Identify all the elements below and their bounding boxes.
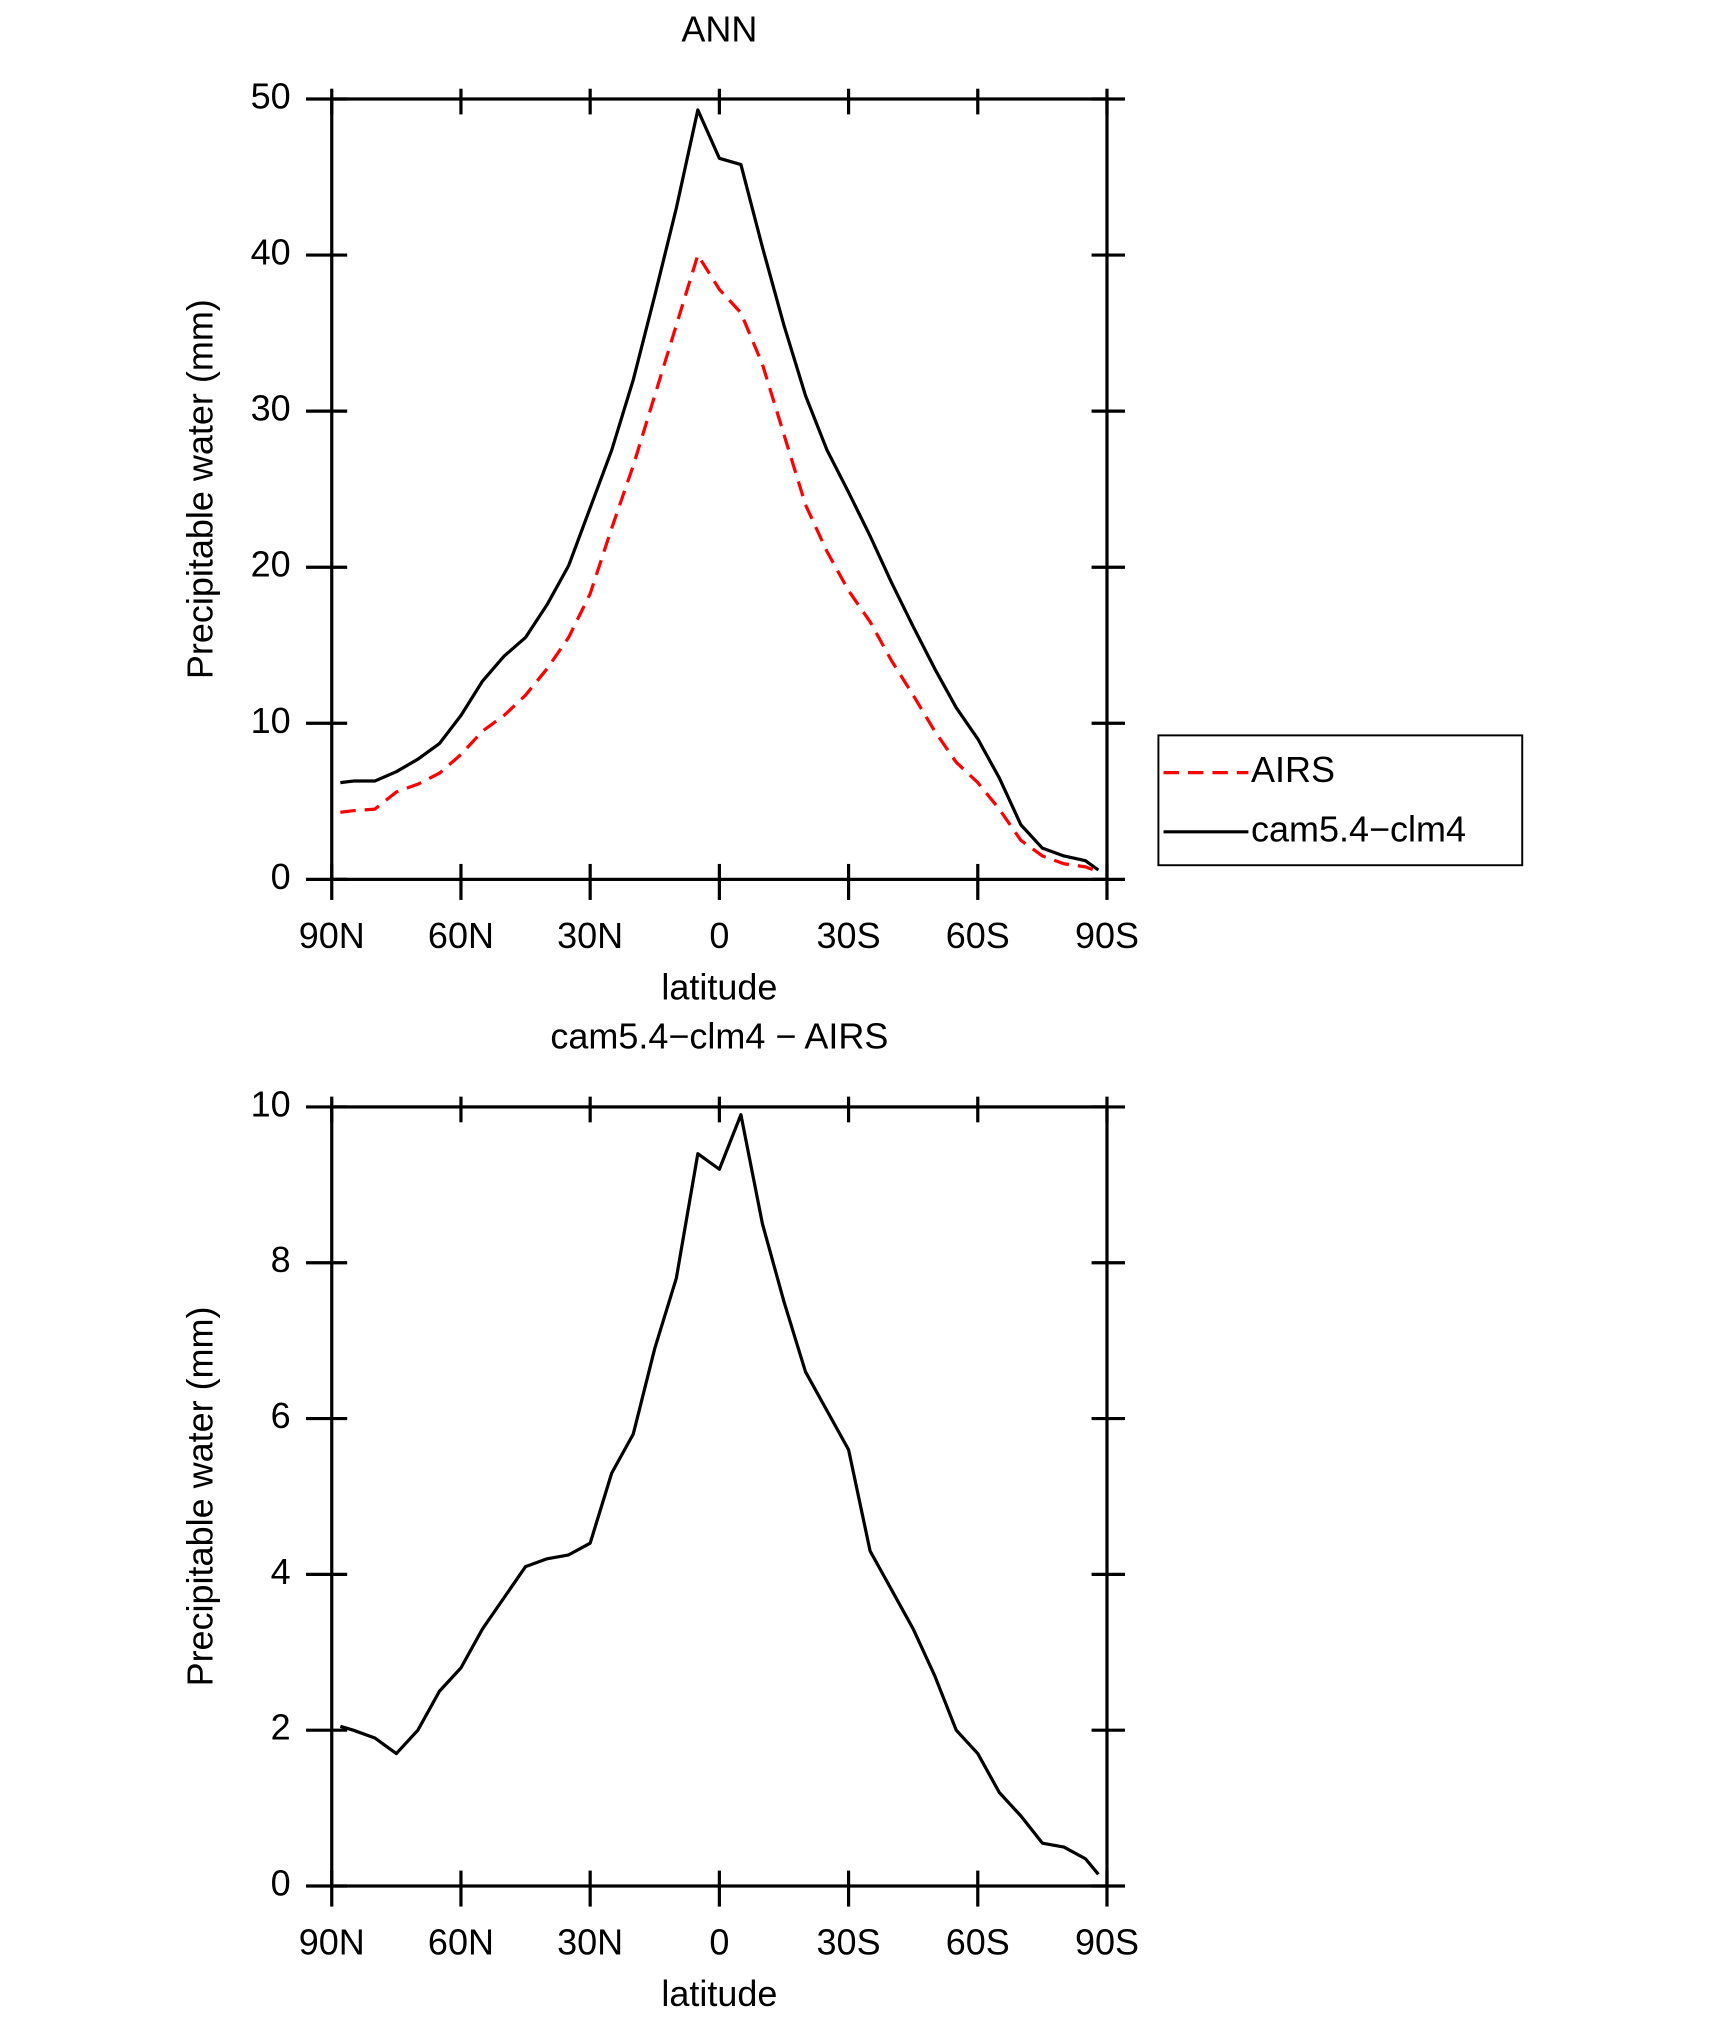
- x-tick-label: 0: [709, 1922, 729, 1963]
- y-tick-label: 0: [271, 856, 291, 897]
- chart-title: ANN: [681, 9, 757, 50]
- y-axis-label: Precipitable water (mm): [180, 299, 221, 679]
- x-tick-label: 30S: [817, 915, 881, 956]
- data-line: [340, 108, 1100, 872]
- y-tick-label: 0: [271, 1863, 291, 1904]
- x-tick-label: 30S: [817, 1922, 881, 1963]
- chart-title: cam5.4−clm4 − AIRS: [550, 1015, 888, 1056]
- x-tick-label: 60N: [428, 915, 494, 956]
- y-tick-label: 10: [251, 700, 291, 741]
- y-tick-label: 10: [251, 1083, 291, 1124]
- y-axis-label: Precipitable water (mm): [180, 1306, 221, 1686]
- x-tick-label: 90N: [299, 1922, 365, 1963]
- x-tick-label: 90N: [299, 915, 365, 956]
- x-tick-label: 90S: [1075, 915, 1139, 956]
- x-axis-label: latitude: [661, 966, 777, 1007]
- y-tick-label: 2: [271, 1707, 291, 1748]
- x-tick-label: 60N: [428, 1922, 494, 1963]
- x-tick-label: 60S: [946, 915, 1010, 956]
- y-tick-label: 40: [251, 232, 291, 273]
- legend-label: cam5.4−clm4: [1251, 808, 1466, 849]
- legend-label: AIRS: [1251, 749, 1335, 790]
- x-tick-label: 60S: [946, 1922, 1010, 1963]
- x-tick-label: 30N: [557, 1922, 623, 1963]
- x-tick-label: 0: [709, 915, 729, 956]
- y-tick-label: 50: [251, 75, 291, 116]
- data-line: [340, 253, 1099, 874]
- y-tick-label: 30: [251, 388, 291, 429]
- legend-box: [1157, 734, 1524, 867]
- x-tick-label: 30N: [557, 915, 623, 956]
- plot-frame: [330, 1105, 1109, 1888]
- data-line: [339, 1113, 1100, 1876]
- x-axis-label: latitude: [661, 1973, 777, 2014]
- y-tick-label: 8: [271, 1239, 291, 1280]
- y-tick-label: 6: [271, 1395, 291, 1436]
- x-tick-label: 90S: [1075, 1922, 1139, 1963]
- y-tick-label: 4: [271, 1551, 291, 1592]
- y-tick-label: 20: [251, 544, 291, 585]
